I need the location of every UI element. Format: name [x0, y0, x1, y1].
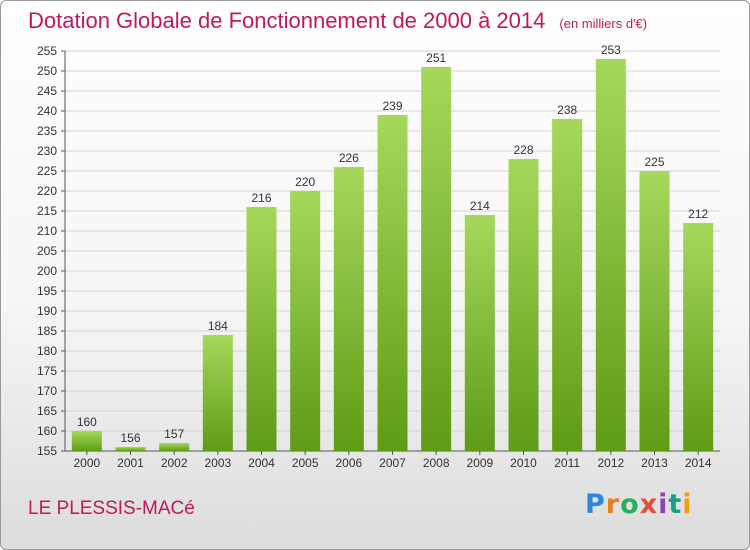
bar	[639, 171, 670, 451]
y-tick-label: 190	[37, 304, 57, 318]
y-tick-label: 165	[37, 404, 57, 418]
bar	[552, 119, 583, 451]
bar-value-label: 156	[120, 431, 140, 445]
y-tick-label: 250	[37, 64, 57, 78]
y-tick-label: 175	[37, 364, 57, 378]
bar-value-label: 239	[382, 99, 402, 113]
bar-value-label: 184	[208, 319, 228, 333]
bar	[508, 159, 539, 451]
bar	[377, 115, 408, 451]
y-tick-label: 225	[37, 164, 57, 178]
logo-letter: o	[620, 489, 640, 520]
x-tick-label: 2005	[292, 456, 319, 470]
x-tick-label: 2001	[117, 456, 144, 470]
bar-value-label: 238	[557, 103, 577, 117]
bar	[683, 223, 714, 451]
x-tick-label: 2012	[597, 456, 624, 470]
bar	[595, 59, 626, 451]
y-tick-label: 185	[37, 324, 57, 338]
x-tick-label: 2002	[161, 456, 188, 470]
bar-value-label: 251	[426, 51, 446, 65]
bar	[333, 167, 364, 451]
bar-value-label: 228	[513, 143, 533, 157]
logo-letter: i	[658, 489, 669, 520]
bar-value-label: 253	[601, 43, 621, 57]
x-tick-label: 2009	[466, 456, 493, 470]
bar-value-label: 160	[77, 415, 97, 429]
bar	[202, 335, 233, 451]
y-tick-label: 235	[37, 124, 57, 138]
y-tick-label: 195	[37, 284, 57, 298]
chart-title: Dotation Globale de Fonctionnement de 20…	[28, 8, 647, 34]
x-tick-label: 2003	[204, 456, 231, 470]
x-tick-label: 2007	[379, 456, 406, 470]
x-tick-label: 2000	[73, 456, 100, 470]
y-tick-label: 180	[37, 344, 57, 358]
city-name: LE PLESSIS-MACé	[28, 498, 195, 519]
bar-value-label: 226	[339, 151, 359, 165]
logo-letter: r	[605, 489, 621, 520]
logo-letter: x	[639, 489, 659, 520]
logo-letter: t	[668, 489, 683, 520]
bar	[246, 207, 277, 451]
y-tick-label: 220	[37, 184, 57, 198]
proxiti-logo: Proxiti	[585, 489, 693, 520]
y-tick-label: 160	[37, 424, 57, 438]
bar	[464, 215, 495, 451]
x-tick-label: 2004	[248, 456, 275, 470]
bar	[115, 447, 146, 451]
bar-value-label: 157	[164, 427, 184, 441]
y-tick-label: 245	[37, 84, 57, 98]
bar	[290, 191, 321, 451]
x-tick-label: 2013	[641, 456, 668, 470]
bar-value-label: 225	[644, 155, 664, 169]
chart-unit: (en milliers d'€)	[559, 16, 648, 31]
y-tick-label: 210	[37, 224, 57, 238]
bar-value-label: 216	[251, 191, 271, 205]
x-tick-label: 2014	[685, 456, 712, 470]
y-tick-label: 200	[37, 264, 57, 278]
bar-value-label: 220	[295, 175, 315, 189]
y-tick-label: 230	[37, 144, 57, 158]
logo-letter: P	[585, 489, 606, 520]
logo-letter: i	[682, 489, 693, 520]
bar-value-label: 214	[470, 199, 490, 213]
bar	[421, 67, 452, 451]
y-tick-label: 155	[37, 444, 57, 458]
x-tick-label: 2010	[510, 456, 537, 470]
bar	[159, 443, 190, 451]
y-tick-label: 240	[37, 104, 57, 118]
x-tick-label: 2006	[335, 456, 362, 470]
bar	[71, 431, 102, 451]
y-tick-label: 170	[37, 384, 57, 398]
y-tick-label: 205	[37, 244, 57, 258]
bar-value-label: 212	[688, 207, 708, 221]
x-tick-label: 2008	[423, 456, 450, 470]
chart-title-text: Dotation Globale de Fonctionnement de 20…	[28, 8, 546, 33]
y-tick-label: 215	[37, 204, 57, 218]
y-tick-label: 255	[37, 44, 57, 58]
x-tick-label: 2011	[554, 456, 580, 470]
